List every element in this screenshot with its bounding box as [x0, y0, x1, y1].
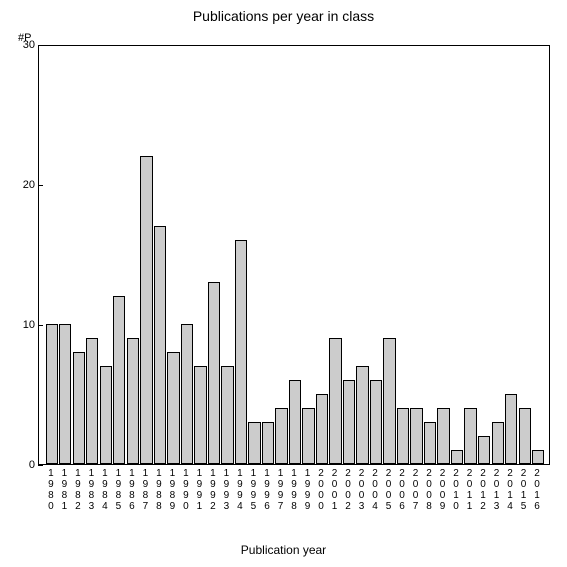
- x-tick-labels: 1980198119821983198419851986198719881989…: [38, 468, 550, 528]
- x-tick-label: 1991: [193, 468, 205, 512]
- bar: [356, 366, 368, 464]
- x-tick-label: 1990: [180, 468, 192, 512]
- x-tick-label: 1981: [58, 468, 70, 512]
- bar: [167, 352, 179, 464]
- x-tick-label: 2004: [369, 468, 381, 512]
- bar: [437, 408, 449, 464]
- bars-container: [39, 46, 549, 464]
- x-tick-label: 2007: [409, 468, 421, 512]
- x-tick-label: 2000: [315, 468, 327, 512]
- x-tick-label: 1982: [72, 468, 84, 512]
- bar: [302, 408, 314, 464]
- bar: [464, 408, 476, 464]
- x-tick-label: 1987: [139, 468, 151, 512]
- x-tick-label: 1995: [247, 468, 259, 512]
- bar: [397, 408, 409, 464]
- bar: [86, 338, 98, 464]
- bar: [127, 338, 139, 464]
- bar: [410, 408, 422, 464]
- y-tick-label: 20: [23, 179, 35, 191]
- bar: [370, 380, 382, 464]
- bar: [140, 156, 152, 464]
- y-tick-label: 10: [23, 319, 35, 331]
- x-tick-label: 1986: [126, 468, 138, 512]
- bar: [194, 366, 206, 464]
- publications-bar-chart: Publications per year in class #P 010203…: [0, 0, 567, 567]
- bar: [262, 422, 274, 464]
- x-tick-label: 2015: [518, 468, 530, 512]
- bar: [451, 450, 463, 464]
- bar: [208, 282, 220, 464]
- x-axis-label: Publication year: [0, 543, 567, 557]
- x-tick-label: 1992: [207, 468, 219, 512]
- x-tick-label: 1997: [274, 468, 286, 512]
- bar: [478, 436, 490, 464]
- x-tick-label: 1994: [234, 468, 246, 512]
- x-tick-label: 1983: [85, 468, 97, 512]
- bar: [113, 296, 125, 464]
- x-tick-label: 2003: [355, 468, 367, 512]
- y-tick-mark: [38, 465, 43, 466]
- bar: [329, 338, 341, 464]
- x-tick-label: 2005: [382, 468, 394, 512]
- x-tick-label: 2001: [328, 468, 340, 512]
- bar: [505, 394, 517, 464]
- x-tick-label: 1984: [99, 468, 111, 512]
- x-tick-label: 2006: [396, 468, 408, 512]
- bar: [221, 366, 233, 464]
- bar: [343, 380, 355, 464]
- x-tick-label: 1985: [112, 468, 124, 512]
- bar: [59, 324, 71, 464]
- x-tick-label: 2014: [504, 468, 516, 512]
- bar: [492, 422, 504, 464]
- x-tick-label: 1980: [45, 468, 57, 512]
- bar: [532, 450, 544, 464]
- bar: [424, 422, 436, 464]
- bar: [289, 380, 301, 464]
- x-tick-label: 1998: [288, 468, 300, 512]
- x-tick-label: 1999: [301, 468, 313, 512]
- x-tick-label: 1993: [220, 468, 232, 512]
- bar: [181, 324, 193, 464]
- x-tick-label: 1996: [261, 468, 273, 512]
- x-tick-label: 2016: [531, 468, 543, 512]
- bar: [519, 408, 531, 464]
- x-tick-label: 1989: [166, 468, 178, 512]
- bar: [235, 240, 247, 464]
- x-tick-label: 2011: [463, 468, 475, 512]
- bar: [383, 338, 395, 464]
- x-tick-label: 2002: [342, 468, 354, 512]
- x-tick-label: 2013: [491, 468, 503, 512]
- y-tick-label: 30: [23, 39, 35, 51]
- bar: [316, 394, 328, 464]
- chart-title: Publications per year in class: [0, 8, 567, 24]
- x-tick-label: 2009: [436, 468, 448, 512]
- x-tick-label: 2008: [423, 468, 435, 512]
- bar: [73, 352, 85, 464]
- x-tick-label: 1988: [153, 468, 165, 512]
- bar: [46, 324, 58, 464]
- bar: [100, 366, 112, 464]
- y-tick-label: 0: [29, 459, 35, 471]
- bar: [248, 422, 260, 464]
- x-tick-label: 2012: [477, 468, 489, 512]
- plot-area: [38, 45, 550, 465]
- bar: [154, 226, 166, 464]
- bar: [275, 408, 287, 464]
- x-tick-label: 2010: [450, 468, 462, 512]
